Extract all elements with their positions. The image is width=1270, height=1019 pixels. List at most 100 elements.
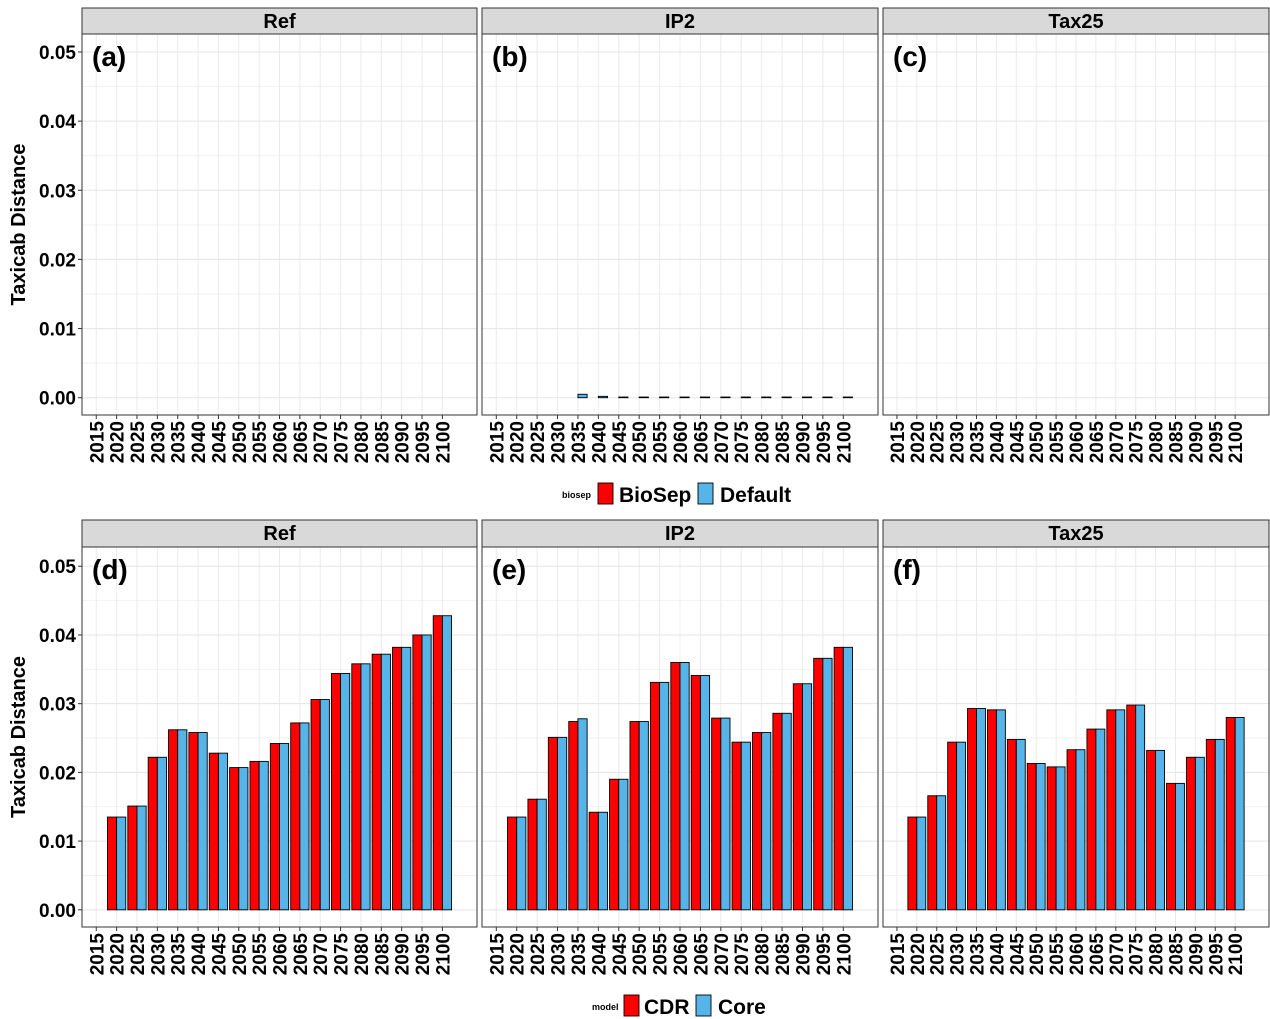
x-tick-label: 2075 (1127, 933, 1148, 976)
bar (792, 683, 803, 911)
bar (1075, 749, 1086, 911)
x-tick-label: 2015 (487, 421, 508, 464)
x-tick-label: 2040 (987, 421, 1008, 463)
bar (568, 721, 579, 911)
bar (1006, 738, 1017, 911)
bar (761, 732, 772, 911)
x-tick-label: 2065 (1087, 421, 1108, 464)
legend-swatch (697, 482, 714, 505)
bar (1175, 782, 1185, 911)
x-tick-label: 2030 (948, 421, 969, 463)
legend-swatch (623, 994, 640, 1017)
bar (208, 752, 219, 911)
bar (720, 717, 731, 911)
x-tick-label: 2025 (128, 421, 149, 464)
bar (842, 646, 853, 911)
bar (351, 663, 362, 911)
x-tick-label: 2025 (928, 421, 949, 464)
bar (936, 795, 947, 911)
x-tick-label: 2085 (372, 421, 393, 464)
x-tick-label: 2030 (148, 933, 169, 975)
bar (401, 646, 412, 911)
x-tick-label: 2065 (691, 933, 712, 976)
bar (421, 634, 432, 911)
x-tick-label: 2045 (209, 421, 230, 464)
bar (638, 721, 649, 911)
bar (927, 795, 938, 911)
x-tick-label: 2090 (1186, 421, 1207, 463)
bar (319, 699, 330, 911)
bar (360, 663, 371, 911)
x-tick-label: 2065 (291, 933, 312, 976)
bar (649, 681, 661, 911)
bar (761, 396, 772, 399)
x-tick-label: 2095 (1206, 421, 1227, 464)
x-tick-label: 2045 (209, 933, 230, 976)
bar (340, 672, 351, 911)
strip (481, 7, 879, 35)
x-tick-label: 2095 (413, 933, 434, 976)
bar (781, 396, 792, 399)
x-tick-label: 2060 (671, 421, 692, 463)
bar (987, 709, 997, 911)
x-tick-label: 2050 (1027, 933, 1048, 975)
bar (813, 657, 824, 911)
bar (670, 661, 681, 911)
x-tick-label: 2090 (393, 421, 414, 463)
bar (330, 672, 342, 911)
bar (547, 736, 558, 911)
bar (557, 736, 568, 911)
bar (731, 741, 742, 911)
bar (638, 396, 649, 399)
bar (168, 729, 179, 911)
bar (527, 798, 538, 911)
y-tick-label: 0.03 (39, 695, 76, 716)
x-tick-label: 2035 (169, 933, 190, 976)
x-tick-label: 2060 (1067, 933, 1088, 975)
bar (956, 741, 967, 911)
bar (412, 634, 423, 911)
bar (1166, 782, 1176, 911)
bar (279, 743, 290, 911)
x-tick-label: 2035 (968, 421, 989, 464)
panel-label: (b) (492, 41, 528, 72)
x-tick-label: 2070 (1107, 933, 1128, 975)
strip (882, 7, 1270, 35)
bar (1026, 763, 1037, 911)
bar (197, 732, 208, 911)
x-tick-label: 2060 (671, 933, 692, 975)
x-tick-label: 2040 (589, 421, 610, 463)
x-tick-label: 2040 (189, 421, 210, 463)
bar (188, 732, 199, 911)
x-tick-label: 2060 (271, 933, 292, 975)
x-tick-label: 2090 (1186, 933, 1207, 975)
bar (802, 396, 813, 399)
x-tick-label: 2040 (189, 933, 210, 975)
x-tick-label: 2080 (1147, 933, 1168, 975)
bar (679, 396, 690, 399)
x-tick-label: 2100 (1226, 933, 1247, 975)
bar (1135, 704, 1146, 911)
bar (679, 661, 690, 911)
bar (1035, 763, 1046, 911)
x-tick-label: 2070 (712, 933, 733, 975)
bar (269, 743, 280, 911)
panel-title: IP2 (665, 523, 695, 545)
x-tick-label: 2020 (108, 421, 129, 463)
bar (310, 699, 321, 911)
y-tick-label: 0.01 (39, 320, 76, 341)
x-tick-label: 2060 (271, 421, 292, 463)
x-tick-label: 2015 (888, 421, 909, 464)
bar (380, 653, 391, 911)
bar (156, 756, 167, 911)
bar (597, 395, 608, 399)
bar (1015, 738, 1026, 911)
x-tick-label: 2100 (433, 421, 454, 463)
x-tick-label: 2055 (250, 933, 271, 976)
x-tick-label: 2070 (1107, 421, 1128, 463)
x-tick-label: 2095 (814, 933, 835, 976)
y-axis-title: Taxicab Distance (8, 656, 30, 818)
bar (720, 396, 731, 399)
bar (536, 798, 547, 911)
